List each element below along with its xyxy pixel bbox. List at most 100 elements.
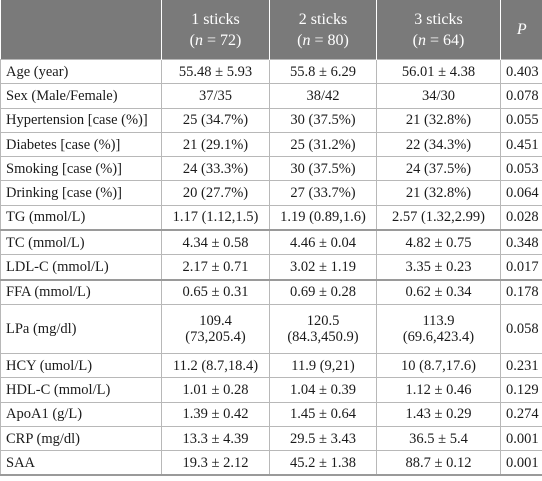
- table-header: 1 sticks (n = 72) 2 sticks (n = 80) 3 st…: [0, 0, 542, 60]
- table-row: Drinking [case (%)] 20 (27.7%) 27 (33.7%…: [0, 180, 542, 206]
- cell-3-sticks: 21 (32.8%): [376, 107, 501, 133]
- row-label: Diabetes [case (%)]: [0, 131, 162, 158]
- table-row: LDL-C (mmol/L) 2.17 ± 0.71 3.02 ± 1.19 3…: [0, 254, 542, 281]
- cell-1-sticks: 11.2 (8.7,18.4): [161, 352, 270, 379]
- table-row: Hypertension [case (%)] 25 (34.7%) 30 (3…: [0, 107, 542, 133]
- cell-3-sticks: 36.5 ± 5.4: [376, 425, 501, 452]
- cell-p-value: 0.129: [500, 377, 542, 403]
- row-label: LDL-C (mmol/L): [0, 254, 162, 281]
- cell-p-value: 0.231: [500, 352, 542, 379]
- cell-2-sticks: 120.5 (84.3,450.9): [269, 303, 377, 354]
- table-row: LPa (mg/dl) 109.4 (73,205.4) 120.5 (84.3…: [0, 303, 542, 354]
- header-row: 1 sticks (n = 72) 2 sticks (n = 80) 3 st…: [0, 0, 542, 60]
- cell-p-value: 0.451: [500, 131, 542, 158]
- cell-p-value: 0.001: [500, 450, 542, 476]
- cell-1-sticks: 109.4 (73,205.4): [161, 303, 270, 354]
- table-row: ApoA1 (g/L) 1.39 ± 0.42 1.45 ± 0.64 1.43…: [0, 401, 542, 427]
- header-1-sticks-count: (n = 72): [189, 31, 242, 49]
- cell-1-sticks: 25 (34.7%): [161, 107, 270, 133]
- cell-2-sticks: 11.9 (9,21): [269, 352, 377, 379]
- cell-value-range: (84.3,450.9): [287, 328, 359, 345]
- cell-p-value: 0.001: [500, 425, 542, 452]
- cell-2-sticks: 55.8 ± 6.29: [269, 58, 377, 85]
- cell-3-sticks: 34/30: [376, 83, 501, 109]
- cell-2-sticks: 30 (37.5%): [269, 107, 377, 133]
- row-label: FFA (mmol/L): [0, 278, 162, 305]
- cell-2-sticks: 30 (37.5%): [269, 156, 377, 182]
- cell-3-sticks: 1.12 ± 0.46: [376, 377, 501, 403]
- cell-1-sticks: 19.3 ± 2.12: [161, 450, 270, 476]
- cell-1-sticks: 21 (29.1%): [161, 131, 270, 158]
- table-row: SAA 19.3 ± 2.12 45.2 ± 1.38 88.7 ± 0.12 …: [0, 450, 542, 476]
- row-label: CRP (mg/dl): [0, 425, 162, 452]
- cell-3-sticks: 56.01 ± 4.38: [376, 58, 501, 85]
- cell-1-sticks: 20 (27.7%): [161, 180, 270, 206]
- cell-p-value: 0.178: [500, 278, 542, 305]
- table-row: TG (mmol/L) 1.17 (1.12,1.5) 1.19 (0.89,1…: [0, 204, 542, 231]
- row-label: TC (mmol/L): [0, 229, 162, 256]
- row-label: Drinking [case (%)]: [0, 180, 162, 206]
- header-3-sticks-name: 3 sticks: [414, 10, 463, 28]
- table-row: Diabetes [case (%)] 21 (29.1%) 25 (31.2%…: [0, 131, 542, 158]
- header-1-sticks-name: 1 sticks: [191, 10, 240, 28]
- row-label: ApoA1 (g/L): [0, 401, 162, 427]
- cell-1-sticks: 1.01 ± 0.28: [161, 377, 270, 403]
- header-2-sticks-count: (n = 80): [297, 31, 349, 49]
- table-row: Sex (Male/Female) 37/35 38/42 34/30 0.07…: [0, 83, 542, 109]
- cell-3-sticks: 24 (37.5%): [376, 156, 501, 182]
- cell-1-sticks: 2.17 ± 0.71: [161, 254, 270, 281]
- cell-2-sticks: 0.69 ± 0.28: [269, 278, 377, 305]
- cell-3-sticks: 88.7 ± 0.12: [376, 450, 501, 476]
- cell-p-value: 0.028: [500, 204, 542, 231]
- cell-3-sticks: 21 (32.8%): [376, 180, 501, 206]
- header-1-sticks: 1 sticks (n = 72): [161, 0, 270, 60]
- table-row: HCY (umol/L) 11.2 (8.7,18.4) 11.9 (9,21)…: [0, 352, 542, 379]
- row-label: Age (year): [0, 58, 162, 85]
- cell-3-sticks: 113.9 (69.6,423.4): [376, 303, 501, 354]
- cell-value-range: (73,205.4): [185, 328, 246, 345]
- cell-1-sticks: 0.65 ± 0.31: [161, 278, 270, 305]
- row-label: TG (mmol/L): [0, 204, 162, 231]
- cell-2-sticks: 4.46 ± 0.04: [269, 229, 377, 256]
- table-row: TC (mmol/L) 4.34 ± 0.58 4.46 ± 0.04 4.82…: [0, 229, 542, 256]
- table-row: Age (year) 55.48 ± 5.93 55.8 ± 6.29 56.0…: [0, 58, 542, 85]
- row-label: HCY (umol/L): [0, 352, 162, 379]
- cell-1-sticks: 4.34 ± 0.58: [161, 229, 270, 256]
- row-label: LPa (mg/dl): [0, 303, 162, 354]
- row-label: Smoking [case (%)]: [0, 156, 162, 182]
- cell-value-median: 113.9: [422, 312, 455, 329]
- cell-1-sticks: 55.48 ± 5.93: [161, 58, 270, 85]
- row-label: Hypertension [case (%)]: [0, 107, 162, 133]
- header-3-sticks: 3 sticks (n = 64): [376, 0, 501, 60]
- cell-2-sticks: 25 (31.2%): [269, 131, 377, 158]
- cell-p-value: 0.058: [500, 303, 542, 354]
- cell-p-value: 0.053: [500, 156, 542, 182]
- row-label: SAA: [0, 450, 162, 476]
- table-row: Smoking [case (%)] 24 (33.3%) 30 (37.5%)…: [0, 156, 542, 182]
- cell-2-sticks: 1.04 ± 0.39: [269, 377, 377, 403]
- cell-2-sticks: 38/42: [269, 83, 377, 109]
- table-row: FFA (mmol/L) 0.65 ± 0.31 0.69 ± 0.28 0.6…: [0, 278, 542, 305]
- cell-3-sticks: 1.43 ± 0.29: [376, 401, 501, 427]
- row-label: HDL-C (mmol/L): [0, 377, 162, 403]
- cell-p-value: 0.017: [500, 254, 542, 281]
- cell-2-sticks: 45.2 ± 1.38: [269, 450, 377, 476]
- cell-value-median: 109.4: [199, 312, 232, 329]
- cell-value-range: (69.6,423.4): [402, 328, 475, 345]
- cell-3-sticks: 3.35 ± 0.23: [376, 254, 501, 281]
- cell-p-value: 0.064: [500, 180, 542, 206]
- cell-3-sticks: 22 (34.3%): [376, 131, 501, 158]
- cell-3-sticks: 0.62 ± 0.34: [376, 278, 501, 305]
- cell-3-sticks: 2.57 (1.32,2.99): [376, 204, 501, 231]
- cell-2-sticks: 1.19 (0.89,1.6): [269, 204, 377, 231]
- cell-2-sticks: 29.5 ± 3.43: [269, 425, 377, 452]
- row-label: Sex (Male/Female): [0, 83, 162, 109]
- cell-2-sticks: 1.45 ± 0.64: [269, 401, 377, 427]
- cell-3-sticks: 10 (8.7,17.6): [376, 352, 501, 379]
- cell-1-sticks: 1.17 (1.12,1.5): [161, 204, 270, 231]
- cell-1-sticks: 37/35: [161, 83, 270, 109]
- table-body: Age (year) 55.48 ± 5.93 55.8 ± 6.29 56.0…: [0, 58, 542, 476]
- cell-p-value: 0.403: [500, 58, 542, 85]
- cell-1-sticks: 1.39 ± 0.42: [161, 401, 270, 427]
